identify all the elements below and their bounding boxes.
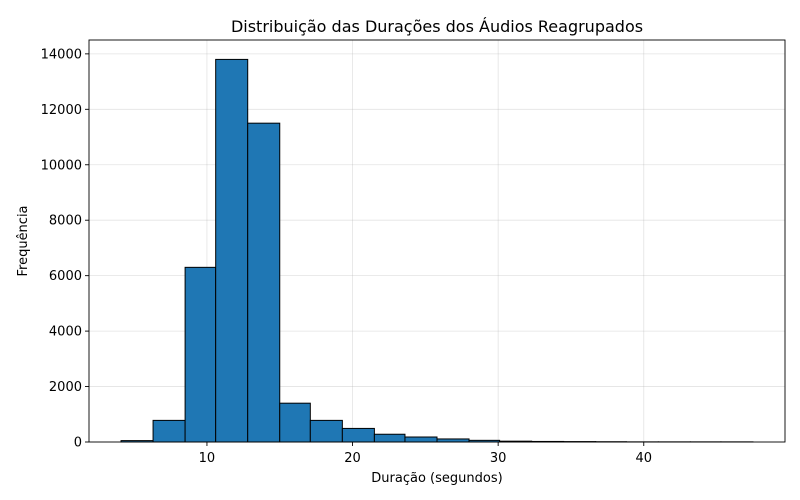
histogram-bar	[341, 427, 375, 443]
histogram-bar	[184, 266, 217, 443]
histogram-bar	[152, 419, 186, 443]
x-tick-label: 10	[199, 451, 216, 466]
y-tick-label: 14000	[41, 47, 82, 62]
histogram-bar	[309, 419, 343, 443]
x-tick-label: 40	[635, 451, 652, 466]
histogram-bar	[215, 58, 249, 443]
histogram-bar	[404, 436, 438, 443]
y-tick-label: 6000	[49, 269, 82, 284]
y-tick-label: 0	[74, 436, 82, 451]
histogram-bar	[279, 402, 311, 443]
y-tick-label: 10000	[41, 158, 82, 173]
y-tick-label: 2000	[49, 380, 82, 395]
chart-title: Distribuição das Durações dos Áudios Rea…	[231, 17, 643, 36]
histogram-bar	[436, 438, 470, 443]
y-tick-label: 4000	[49, 325, 82, 340]
x-tick-label: 20	[344, 451, 361, 466]
histogram-bars	[120, 58, 754, 443]
y-axis-label: Frequência	[16, 205, 31, 276]
histogram-bar	[247, 122, 281, 443]
histogram-bar	[373, 433, 406, 443]
y-tick-label: 8000	[49, 214, 82, 229]
y-axis-ticks: 0 2000 4000 6000 8000 10000 12000 14000	[41, 47, 89, 451]
plot-frame	[88, 39, 786, 443]
y-tick-label: 12000	[41, 103, 82, 118]
x-axis-label: Duração (segundos)	[371, 471, 502, 486]
x-tick-label: 30	[490, 451, 507, 466]
x-axis-ticks: 10 20 30 40	[199, 442, 652, 466]
